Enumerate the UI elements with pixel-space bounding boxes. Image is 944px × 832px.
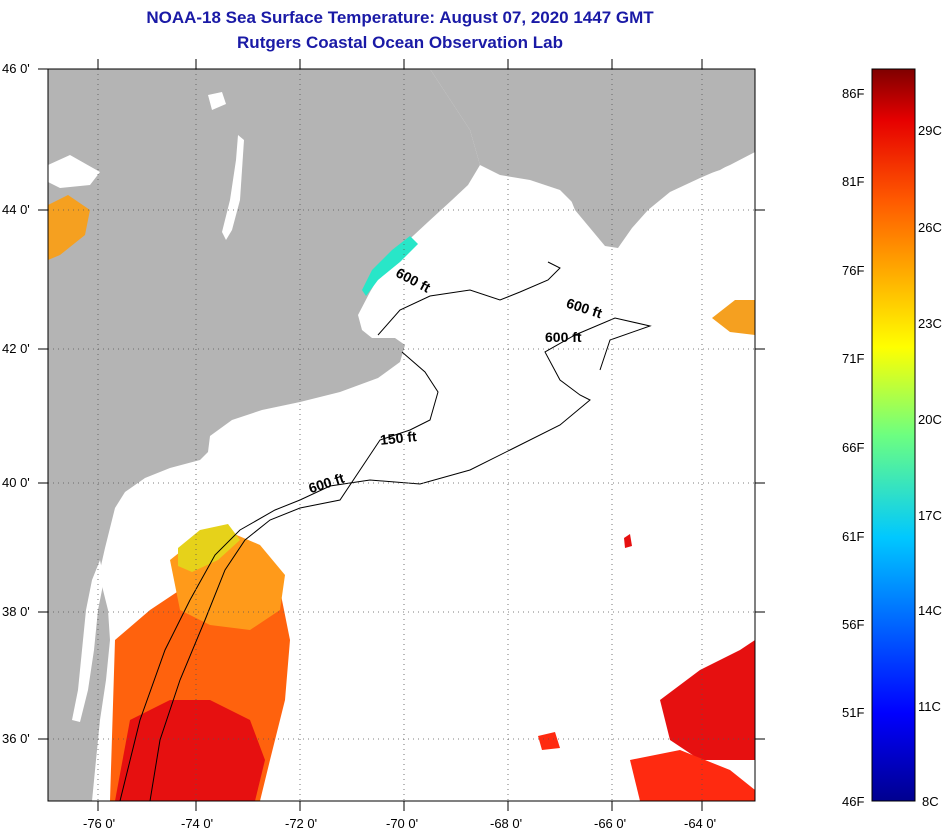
sst-patch-canada-orange <box>712 300 755 335</box>
lon-label: -64 0' <box>684 816 717 831</box>
lat-label: 42 0' <box>2 341 30 356</box>
lon-label: -72 0' <box>285 816 318 831</box>
colorbar-label-c: 8C <box>922 794 939 809</box>
sst-patch-lake-orange <box>48 195 90 260</box>
colorbar-label-f: 61F <box>842 529 865 544</box>
lake-champlain <box>222 135 244 240</box>
land-mass-us <box>48 69 480 801</box>
lat-label: 38 0' <box>2 604 30 619</box>
graticule <box>48 69 755 801</box>
colorbar-label-f: 81F <box>842 174 865 189</box>
colorbar-label-c: 11C <box>918 699 941 714</box>
delaware-bay <box>108 520 124 550</box>
colorbar-label-c: 26C <box>918 220 942 235</box>
tick-marks <box>38 59 765 811</box>
lon-label: -70 0' <box>386 816 419 831</box>
colorbar-label-c: 14C <box>918 603 942 618</box>
sst-patch-hot-south <box>115 700 265 801</box>
colorbar-label-f: 66F <box>842 440 865 455</box>
colorbar-label-c: 17C <box>918 508 942 523</box>
colorbar-label-f: 56F <box>842 617 865 632</box>
contour-600ft-gulf-of-maine <box>377 261 561 336</box>
colorbar-label-f: 51F <box>842 705 865 720</box>
colorbar <box>871 68 916 802</box>
land-mass-canada <box>430 69 755 246</box>
lat-label: 40 0' <box>2 475 30 490</box>
map-subtitle: Rutgers Coastal Ocean Observation Lab <box>237 33 563 52</box>
colorbar-label-c: 20C <box>918 412 942 427</box>
colorbar-label-c: 23C <box>918 316 942 331</box>
lat-label: 36 0' <box>2 731 30 746</box>
sst-patch-gulfstream-east <box>660 640 755 760</box>
colorbar-label-f: 71F <box>842 351 865 366</box>
lon-label: -74 0' <box>181 816 214 831</box>
sst-patch-gulfstream-east-2 <box>630 750 755 801</box>
contour-600ft-shelf <box>119 317 652 801</box>
colorbar-label-f: 86F <box>842 86 865 101</box>
chesapeake-bay <box>72 560 104 722</box>
lon-label: -76 0' <box>83 816 116 831</box>
sst-patch-gulf-of-maine-cyan <box>362 236 418 296</box>
sst-patch-small-red <box>624 534 632 548</box>
colorbar-label-c: 29C <box>918 123 942 138</box>
sst-patch-yellow-midatlantic <box>178 524 240 572</box>
lake-ontario-edge <box>48 155 100 188</box>
lat-label: 44 0' <box>2 202 30 217</box>
lat-label: 46 0' <box>2 61 30 76</box>
lon-label: -68 0' <box>490 816 523 831</box>
contour-label: 600 ft <box>545 329 582 345</box>
map-title: NOAA-18 Sea Surface Temperature: August … <box>146 8 654 27</box>
contour-150ft <box>149 351 439 801</box>
lon-label: -66 0' <box>594 816 627 831</box>
inland-lake <box>208 92 226 110</box>
land-mass-nova-scotia <box>565 108 755 248</box>
colorbar-label-f: 46F <box>842 794 865 809</box>
map-frame <box>47 68 756 802</box>
sst-patch-gulfstream-mid <box>538 732 560 750</box>
colorbar-label-f: 76F <box>842 263 865 278</box>
